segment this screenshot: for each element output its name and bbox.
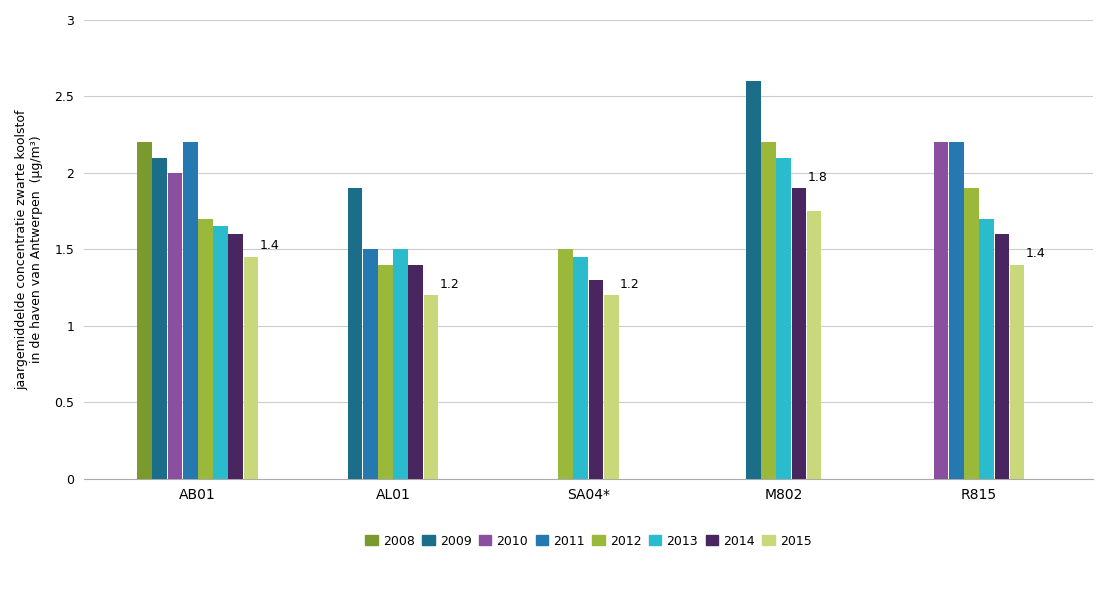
Bar (777, 157, 791, 479)
Text: 1.4: 1.4 (259, 239, 279, 253)
Bar (244, 257, 258, 479)
Bar (746, 81, 761, 479)
Legend: 2008, 2009, 2010, 2011, 2012, 2013, 2014, 2015: 2008, 2009, 2010, 2011, 2012, 2013, 2014… (361, 531, 815, 551)
Bar (348, 188, 362, 479)
Bar (791, 188, 807, 479)
Bar (213, 226, 228, 479)
Text: 1.2: 1.2 (440, 277, 459, 291)
Bar (153, 157, 167, 479)
Text: 1.4: 1.4 (1025, 247, 1045, 260)
Text: 1.8: 1.8 (808, 171, 828, 183)
Bar (995, 234, 1009, 479)
Bar (393, 249, 408, 479)
Bar (948, 142, 964, 479)
Bar (558, 249, 573, 479)
Bar (423, 295, 439, 479)
Bar (604, 295, 618, 479)
Text: 1.2: 1.2 (619, 277, 639, 291)
Bar (183, 142, 197, 479)
Bar (588, 280, 604, 479)
Bar (979, 219, 994, 479)
Bar (137, 142, 152, 479)
Bar (1009, 265, 1025, 479)
Y-axis label: jaargemiddelde concentratie zwarte koolstof
in de haven van Antwerpen  (µg/m³): jaargemiddelde concentratie zwarte kools… (16, 109, 43, 390)
Bar (574, 257, 588, 479)
Bar (409, 265, 423, 479)
Bar (807, 211, 821, 479)
Bar (198, 219, 213, 479)
Bar (964, 188, 978, 479)
Bar (228, 234, 243, 479)
Bar (761, 142, 776, 479)
Bar (167, 173, 183, 479)
Bar (378, 265, 393, 479)
Bar (363, 249, 378, 479)
Bar (934, 142, 948, 479)
